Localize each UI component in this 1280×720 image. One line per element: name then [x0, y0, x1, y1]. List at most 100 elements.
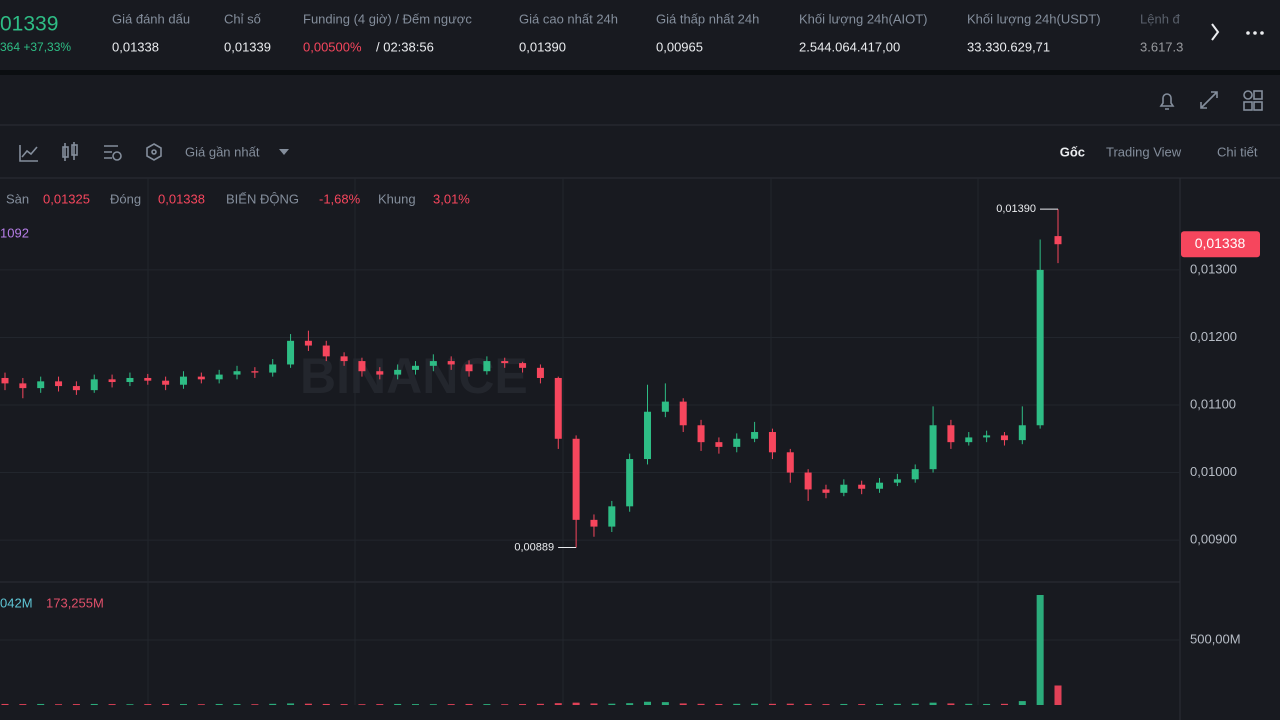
volume-bar: [483, 704, 491, 705]
candle-body: [715, 442, 723, 447]
volume-bar: [126, 704, 134, 705]
candle-body: [144, 377, 152, 381]
volume-bar: [697, 703, 705, 705]
scroll-right[interactable]: [1211, 23, 1220, 41]
candle-body: [751, 432, 759, 439]
candle-body: [626, 459, 634, 507]
volume-ma-value: 173,255M: [46, 595, 104, 610]
candle-body: [1000, 435, 1008, 441]
candle-body: [179, 376, 187, 385]
volume-bar: [822, 704, 830, 705]
candle-body: [554, 377, 562, 439]
volume-bar: [1054, 685, 1062, 705]
volume-bar: [858, 704, 866, 705]
ma-value: 1092: [0, 225, 29, 240]
legend-label: BIẾN ĐỘNG: [226, 191, 299, 206]
candle-body: [1, 377, 9, 384]
stat-value: 0,00500%: [303, 39, 362, 54]
candle-type-icon[interactable]: [62, 142, 78, 161]
candle-body: [429, 361, 437, 366]
volume-bar: [590, 703, 598, 705]
candle-body: [269, 364, 277, 373]
volume-bar: [394, 703, 402, 705]
price-type-select[interactable]: Giá gần nhất: [185, 144, 260, 159]
candle-body: [465, 364, 473, 372]
volume-bar: [519, 704, 527, 705]
stat-value: 33.330.629,71: [967, 39, 1050, 54]
annotation-label: 0,01390: [996, 203, 1036, 215]
volume-bar: [322, 703, 330, 705]
last-price-tag: [1181, 231, 1260, 258]
legend-label: Sàn: [6, 191, 29, 206]
tools-icon[interactable]: [146, 143, 162, 161]
fullscreen-icon[interactable]: [1200, 91, 1218, 109]
volume-bar: [1018, 701, 1026, 705]
candle-body: [644, 411, 652, 460]
volume-bar: [608, 703, 616, 705]
candle-body: [411, 365, 419, 370]
volume-bar: [429, 704, 437, 705]
volume-bar: [411, 704, 419, 705]
y-tick-label: 0,01000: [1190, 464, 1237, 479]
stat-label: Khối lượng 24h(AIOT): [799, 11, 928, 26]
time-grid: [147, 178, 979, 705]
candle-body: [501, 361, 509, 364]
volume-bar: [179, 704, 187, 705]
volume-bar: [1, 703, 9, 705]
candle-body: [55, 381, 63, 387]
view-tab[interactable]: Gốc: [1060, 144, 1085, 159]
candle-body: [590, 519, 598, 527]
alert-icon[interactable]: [1159, 93, 1175, 110]
legend-value: 0,01338: [158, 191, 205, 206]
watermark: BINANCE: [300, 348, 528, 404]
candle-body: [394, 369, 402, 375]
candle-body: [608, 506, 616, 527]
volume-bar: [644, 701, 652, 705]
stat-value: 0,01390: [519, 39, 566, 54]
more-menu[interactable]: [1246, 31, 1264, 35]
volume-bar: [893, 703, 901, 705]
candle-body: [162, 380, 170, 385]
stat-value: 0,01338: [112, 39, 159, 54]
volume-bar: [501, 704, 509, 705]
volume-bar: [251, 704, 259, 705]
candle-body: [340, 356, 348, 362]
stat-value: / 02:38:56: [376, 39, 434, 54]
volume-bar: [572, 702, 580, 705]
separator: [0, 70, 1280, 75]
candle-body: [304, 340, 312, 346]
dropdown-arrow[interactable]: [279, 149, 289, 155]
volume-bar: [1036, 595, 1044, 705]
candle-body: [893, 479, 901, 483]
indicator-icon[interactable]: [19, 145, 38, 162]
candle-body: [108, 379, 116, 383]
layout-icon[interactable]: [1243, 90, 1263, 111]
stat-value: 0,01339: [224, 39, 271, 54]
volume-bar: [733, 703, 741, 705]
stat-label: Lệnh đ: [1140, 11, 1181, 26]
candle-body: [733, 438, 741, 447]
stat-label: Giá thấp nhất 24h: [656, 11, 759, 26]
settings-icon[interactable]: [104, 145, 122, 161]
candle-body: [947, 425, 955, 443]
stat-label: Giá cao nhất 24h: [519, 11, 618, 26]
candle-body: [983, 435, 991, 438]
view-tab[interactable]: Chi tiết: [1217, 144, 1258, 159]
candle-body: [840, 484, 848, 493]
legend-value: 3,01%: [433, 191, 470, 206]
volume-bar: [715, 703, 723, 705]
volume-bar: [287, 703, 295, 705]
candle-body: [786, 452, 794, 473]
stat-label: Giá đánh dấu: [112, 11, 190, 26]
candle-body: [72, 386, 80, 391]
candle-body: [447, 361, 455, 365]
volume-bar: [233, 704, 241, 705]
volume-bar: [55, 704, 63, 705]
candle-body: [322, 345, 330, 357]
last-price-label: 0,01338: [1195, 235, 1246, 251]
view-tab[interactable]: Trading View: [1106, 144, 1182, 159]
candle-body: [376, 371, 384, 375]
candle-body: [572, 438, 580, 520]
volume-bar: [536, 703, 544, 705]
